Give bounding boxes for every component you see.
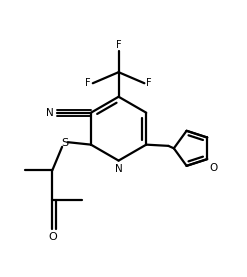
Text: N: N xyxy=(115,164,123,174)
Text: O: O xyxy=(48,232,57,242)
Text: S: S xyxy=(61,138,68,148)
Text: F: F xyxy=(116,40,121,50)
Text: F: F xyxy=(146,78,152,88)
Text: N: N xyxy=(46,108,54,118)
Text: F: F xyxy=(85,78,91,88)
Text: O: O xyxy=(210,163,218,173)
